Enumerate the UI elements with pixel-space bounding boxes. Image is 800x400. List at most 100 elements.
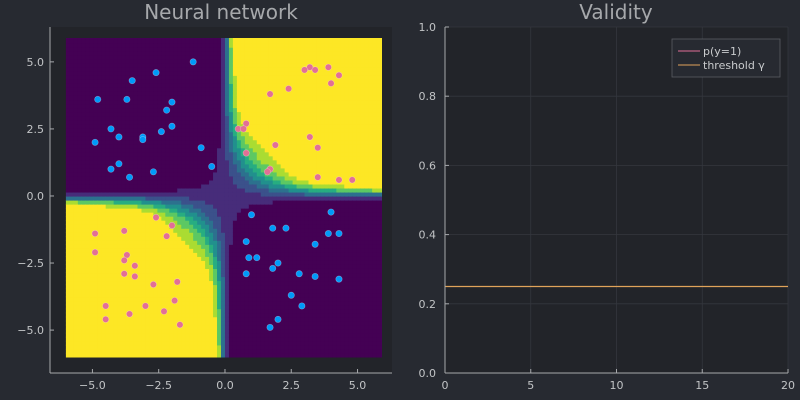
contour-cell	[121, 55, 127, 60]
contour-cell	[113, 232, 119, 237]
contour-cell	[157, 324, 162, 330]
contour-cell	[284, 204, 290, 209]
contour-cell	[157, 212, 162, 217]
contour-cell	[292, 200, 298, 205]
contour-cell	[308, 191, 314, 197]
contour-cell	[153, 43, 158, 48]
contour-cell	[161, 264, 166, 269]
contour-cell	[201, 63, 206, 68]
contour-cell	[129, 292, 135, 298]
contour-cell	[221, 232, 226, 237]
contour-cell	[117, 348, 123, 354]
contour-cell	[141, 284, 147, 290]
contour-cell	[117, 200, 123, 205]
contour-cell	[189, 147, 194, 153]
contour-cell	[209, 324, 214, 330]
contour-cell	[73, 39, 79, 44]
contour-cell	[77, 47, 83, 52]
nn-decision-surface	[65, 38, 382, 358]
contour-cell	[288, 320, 294, 326]
contour-cell	[129, 348, 135, 354]
contour-cell	[125, 200, 131, 205]
contour-cell	[165, 59, 170, 64]
contour-cell	[201, 187, 206, 193]
contour-cell	[213, 99, 218, 105]
contour-cell	[312, 224, 318, 229]
contour-cell	[97, 248, 103, 253]
contour-cell	[117, 171, 123, 177]
contour-cell	[264, 179, 270, 185]
contour-cell	[65, 308, 71, 314]
contour-cell	[97, 123, 103, 129]
contour-cell	[69, 63, 75, 68]
contour-cell	[260, 67, 266, 72]
contour-cell	[149, 75, 154, 80]
contour-cell	[189, 75, 194, 80]
contour-cell	[197, 151, 202, 157]
contour-cell	[224, 59, 230, 64]
contour-cell	[97, 296, 103, 302]
contour-cell	[248, 272, 254, 278]
contour-cell	[177, 167, 182, 173]
contour-cell	[189, 183, 194, 189]
contour-cell	[81, 51, 87, 56]
contour-cell	[129, 43, 135, 48]
contour-cell	[177, 296, 182, 302]
contour-cell	[304, 99, 310, 105]
contour-cell	[280, 248, 286, 253]
contour-cell	[205, 131, 210, 137]
contour-cell	[157, 332, 162, 338]
contour-cell	[264, 300, 270, 306]
contour-cell	[252, 103, 258, 109]
contour-cell	[308, 187, 314, 193]
contour-cell	[85, 51, 91, 56]
contour-cell	[268, 131, 274, 137]
contour-cell	[252, 252, 258, 257]
contour-cell	[105, 220, 111, 225]
contour-cell	[125, 51, 131, 56]
contour-cell	[149, 304, 154, 310]
contour-cell	[177, 39, 182, 44]
contour-cell	[193, 204, 198, 209]
contour-cell	[284, 252, 290, 257]
contour-cell	[244, 71, 250, 76]
contour-cell	[300, 300, 306, 306]
contour-cell	[117, 260, 123, 265]
contour-cell	[252, 280, 258, 286]
contour-cell	[117, 143, 123, 149]
contour-cell	[189, 91, 194, 96]
contour-cell	[149, 79, 154, 84]
contour-cell	[149, 340, 154, 346]
contour-cell	[201, 127, 206, 133]
contour-cell	[133, 75, 139, 80]
contour-cell	[304, 244, 310, 249]
contour-cell	[232, 240, 238, 245]
contour-cell	[248, 332, 254, 338]
contour-cell	[256, 260, 262, 265]
contour-cell	[284, 55, 290, 60]
contour-cell	[193, 38, 198, 40]
contour-cell	[69, 292, 75, 298]
contour-cell	[93, 260, 99, 265]
contour-cell	[240, 39, 246, 44]
contour-cell	[65, 119, 71, 125]
contour-cell	[77, 216, 83, 221]
contour-cell	[268, 204, 274, 209]
contour-cell	[89, 127, 95, 133]
contour-cell	[224, 51, 230, 56]
contour-cell	[217, 268, 222, 274]
contour-cell	[145, 352, 151, 358]
contour-cell	[300, 276, 306, 282]
contour-cell	[268, 284, 274, 290]
contour-cell	[288, 236, 294, 241]
contour-cell	[308, 344, 314, 350]
contour-cell	[113, 340, 119, 346]
contour-cell	[232, 220, 238, 225]
contour-cell	[137, 320, 143, 326]
contour-cell	[252, 264, 258, 269]
contour-cell	[256, 332, 262, 338]
contour-cell	[81, 83, 87, 88]
contour-cell	[105, 272, 111, 278]
contour-cell	[145, 91, 151, 96]
contour-cell	[209, 200, 214, 205]
